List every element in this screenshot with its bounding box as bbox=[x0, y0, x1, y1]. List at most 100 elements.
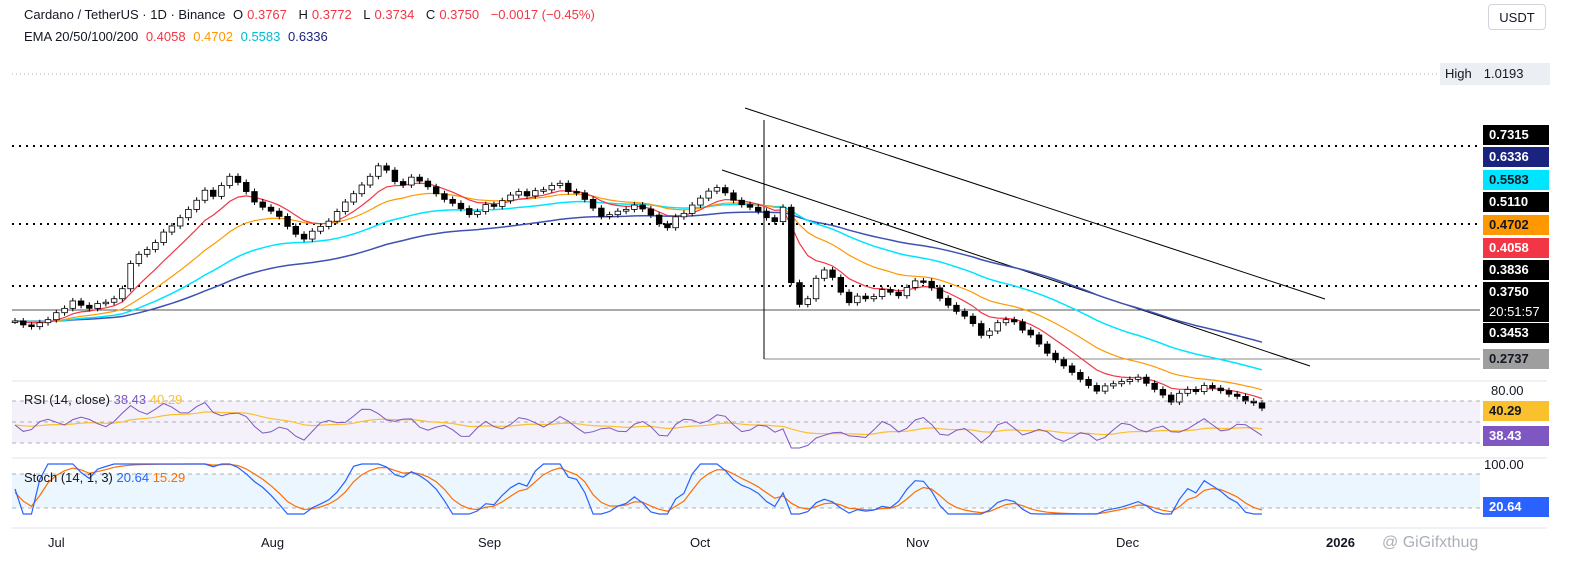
candle-body bbox=[1167, 394, 1175, 403]
candle-body bbox=[655, 214, 663, 225]
candle-body bbox=[1077, 372, 1084, 380]
candle-body bbox=[209, 189, 217, 197]
candle-body bbox=[788, 206, 795, 284]
stoch-legend[interactable]: Stoch (14, 1, 3) 20.64 15.29 bbox=[24, 470, 185, 485]
candle-body bbox=[300, 233, 308, 240]
rsi-price-label: 38.43 bbox=[1483, 426, 1549, 446]
candle-body bbox=[267, 206, 275, 212]
candle-body bbox=[366, 175, 374, 186]
candle-body bbox=[44, 319, 52, 324]
candle-body bbox=[961, 310, 968, 317]
stoch-price-label: 20.64 bbox=[1483, 497, 1549, 517]
price-label-6: 0.3836 bbox=[1483, 260, 1549, 280]
candle-body bbox=[796, 282, 803, 305]
candle-body bbox=[837, 276, 845, 293]
stoch-k-value: 20.64 bbox=[116, 470, 150, 485]
stoch-d-line bbox=[14, 463, 1263, 515]
candle-body bbox=[1234, 393, 1241, 397]
high-value: 1.0193 bbox=[1483, 66, 1524, 81]
symbol-name: Cardano / TetherUS · 1D · Binance bbox=[24, 7, 226, 22]
candle-body bbox=[903, 287, 911, 297]
candle-body bbox=[36, 322, 43, 328]
candle-body bbox=[738, 199, 745, 206]
ema-legend[interactable]: EMA 20/50/100/200 0.4058 0.4702 0.5583 0… bbox=[24, 29, 332, 44]
ohlc-low: L 0.3734 bbox=[363, 7, 418, 22]
candle-body bbox=[1052, 352, 1059, 361]
candle-body bbox=[119, 288, 126, 300]
candle-body bbox=[325, 220, 333, 227]
close-value: 0.3750 bbox=[439, 7, 480, 22]
candle-body bbox=[606, 214, 613, 217]
time-label-dec: Dec bbox=[1116, 535, 1140, 550]
price-label-9: 0.3453 bbox=[1483, 323, 1549, 343]
candle-body bbox=[1126, 378, 1134, 382]
rsi-ma-line bbox=[14, 411, 1263, 436]
price-label-1: 0.6336 bbox=[1483, 147, 1549, 167]
candle-body bbox=[936, 287, 944, 299]
candle-body bbox=[28, 324, 35, 328]
stoch-label: Stoch (14, 1, 3) bbox=[24, 470, 113, 485]
candle-body bbox=[284, 215, 291, 227]
candle-body bbox=[1151, 382, 1158, 390]
rsi-value: 38.43 bbox=[113, 392, 147, 407]
candle-body bbox=[532, 190, 539, 197]
candle-body bbox=[515, 191, 522, 196]
candle-body bbox=[895, 291, 902, 297]
candle-body bbox=[887, 289, 894, 293]
candle-body bbox=[1027, 329, 1034, 336]
candle-body bbox=[127, 263, 134, 290]
candle-body bbox=[722, 187, 729, 194]
candle-body bbox=[598, 207, 605, 217]
candle-body bbox=[168, 225, 176, 233]
candle-body bbox=[201, 189, 209, 201]
price-label-3: 0.5110 bbox=[1483, 192, 1549, 212]
candle-body bbox=[944, 297, 952, 306]
stoch-band bbox=[12, 474, 1480, 508]
candle-body bbox=[540, 189, 547, 192]
price-label-4: 0.4702 bbox=[1483, 215, 1549, 235]
candle-body bbox=[845, 291, 853, 304]
price-label-10: 0.2737 bbox=[1483, 349, 1549, 369]
candle-body bbox=[994, 322, 1001, 332]
currency-button[interactable]: USDT bbox=[1488, 4, 1546, 30]
candle-body bbox=[20, 320, 27, 326]
candle-body bbox=[1258, 402, 1266, 409]
candle-body bbox=[779, 206, 787, 223]
ema200-value: 0.6336 bbox=[288, 29, 328, 44]
candle-body bbox=[755, 206, 762, 212]
candle-body bbox=[474, 211, 481, 216]
candle-body bbox=[911, 280, 919, 288]
candle-body bbox=[821, 269, 828, 279]
candle-body bbox=[622, 209, 630, 212]
candle-body bbox=[870, 296, 878, 300]
candle-body bbox=[333, 211, 341, 222]
candle-body bbox=[746, 204, 754, 208]
candle-body bbox=[1184, 388, 1191, 394]
candle-body bbox=[1176, 392, 1183, 403]
candle-body bbox=[639, 204, 646, 210]
candle-body bbox=[1143, 376, 1150, 384]
candle-body bbox=[218, 185, 225, 197]
ema200-line bbox=[14, 211, 1263, 343]
candle-body bbox=[986, 330, 993, 336]
price-label-8: 20:51:57 bbox=[1483, 302, 1549, 322]
ema-label: EMA 20/50/100/200 bbox=[24, 29, 139, 44]
candle-body bbox=[432, 186, 440, 195]
candle-body bbox=[259, 201, 266, 208]
candle-body bbox=[978, 323, 985, 336]
rsi-level-80: 80.00 bbox=[1491, 383, 1524, 398]
candle-body bbox=[631, 204, 638, 210]
candle-body bbox=[565, 182, 572, 192]
ema20-line bbox=[14, 182, 1263, 400]
candle-body bbox=[1217, 387, 1224, 392]
candle-body bbox=[342, 201, 349, 212]
rsi-legend[interactable]: RSI (14, close) 38.43 40.29 bbox=[24, 392, 182, 407]
candle-body bbox=[408, 176, 415, 186]
candle-body bbox=[556, 182, 564, 186]
open-value: 0.3767 bbox=[247, 7, 287, 22]
low-label: L bbox=[363, 7, 371, 22]
time-label-oct: Oct bbox=[690, 535, 711, 550]
candle-body bbox=[672, 216, 679, 229]
candle-body bbox=[375, 165, 382, 177]
